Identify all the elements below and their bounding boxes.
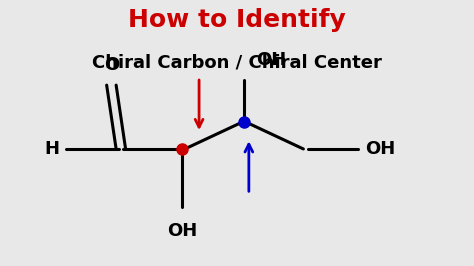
Text: OH: OH [167, 222, 198, 240]
Text: OH: OH [365, 140, 395, 158]
Text: Chiral Carbon / Chiral Center: Chiral Carbon / Chiral Center [92, 53, 382, 71]
Text: O: O [104, 56, 119, 74]
Text: How to Identify: How to Identify [128, 8, 346, 32]
Text: H: H [44, 140, 59, 158]
Text: OH: OH [256, 51, 286, 69]
